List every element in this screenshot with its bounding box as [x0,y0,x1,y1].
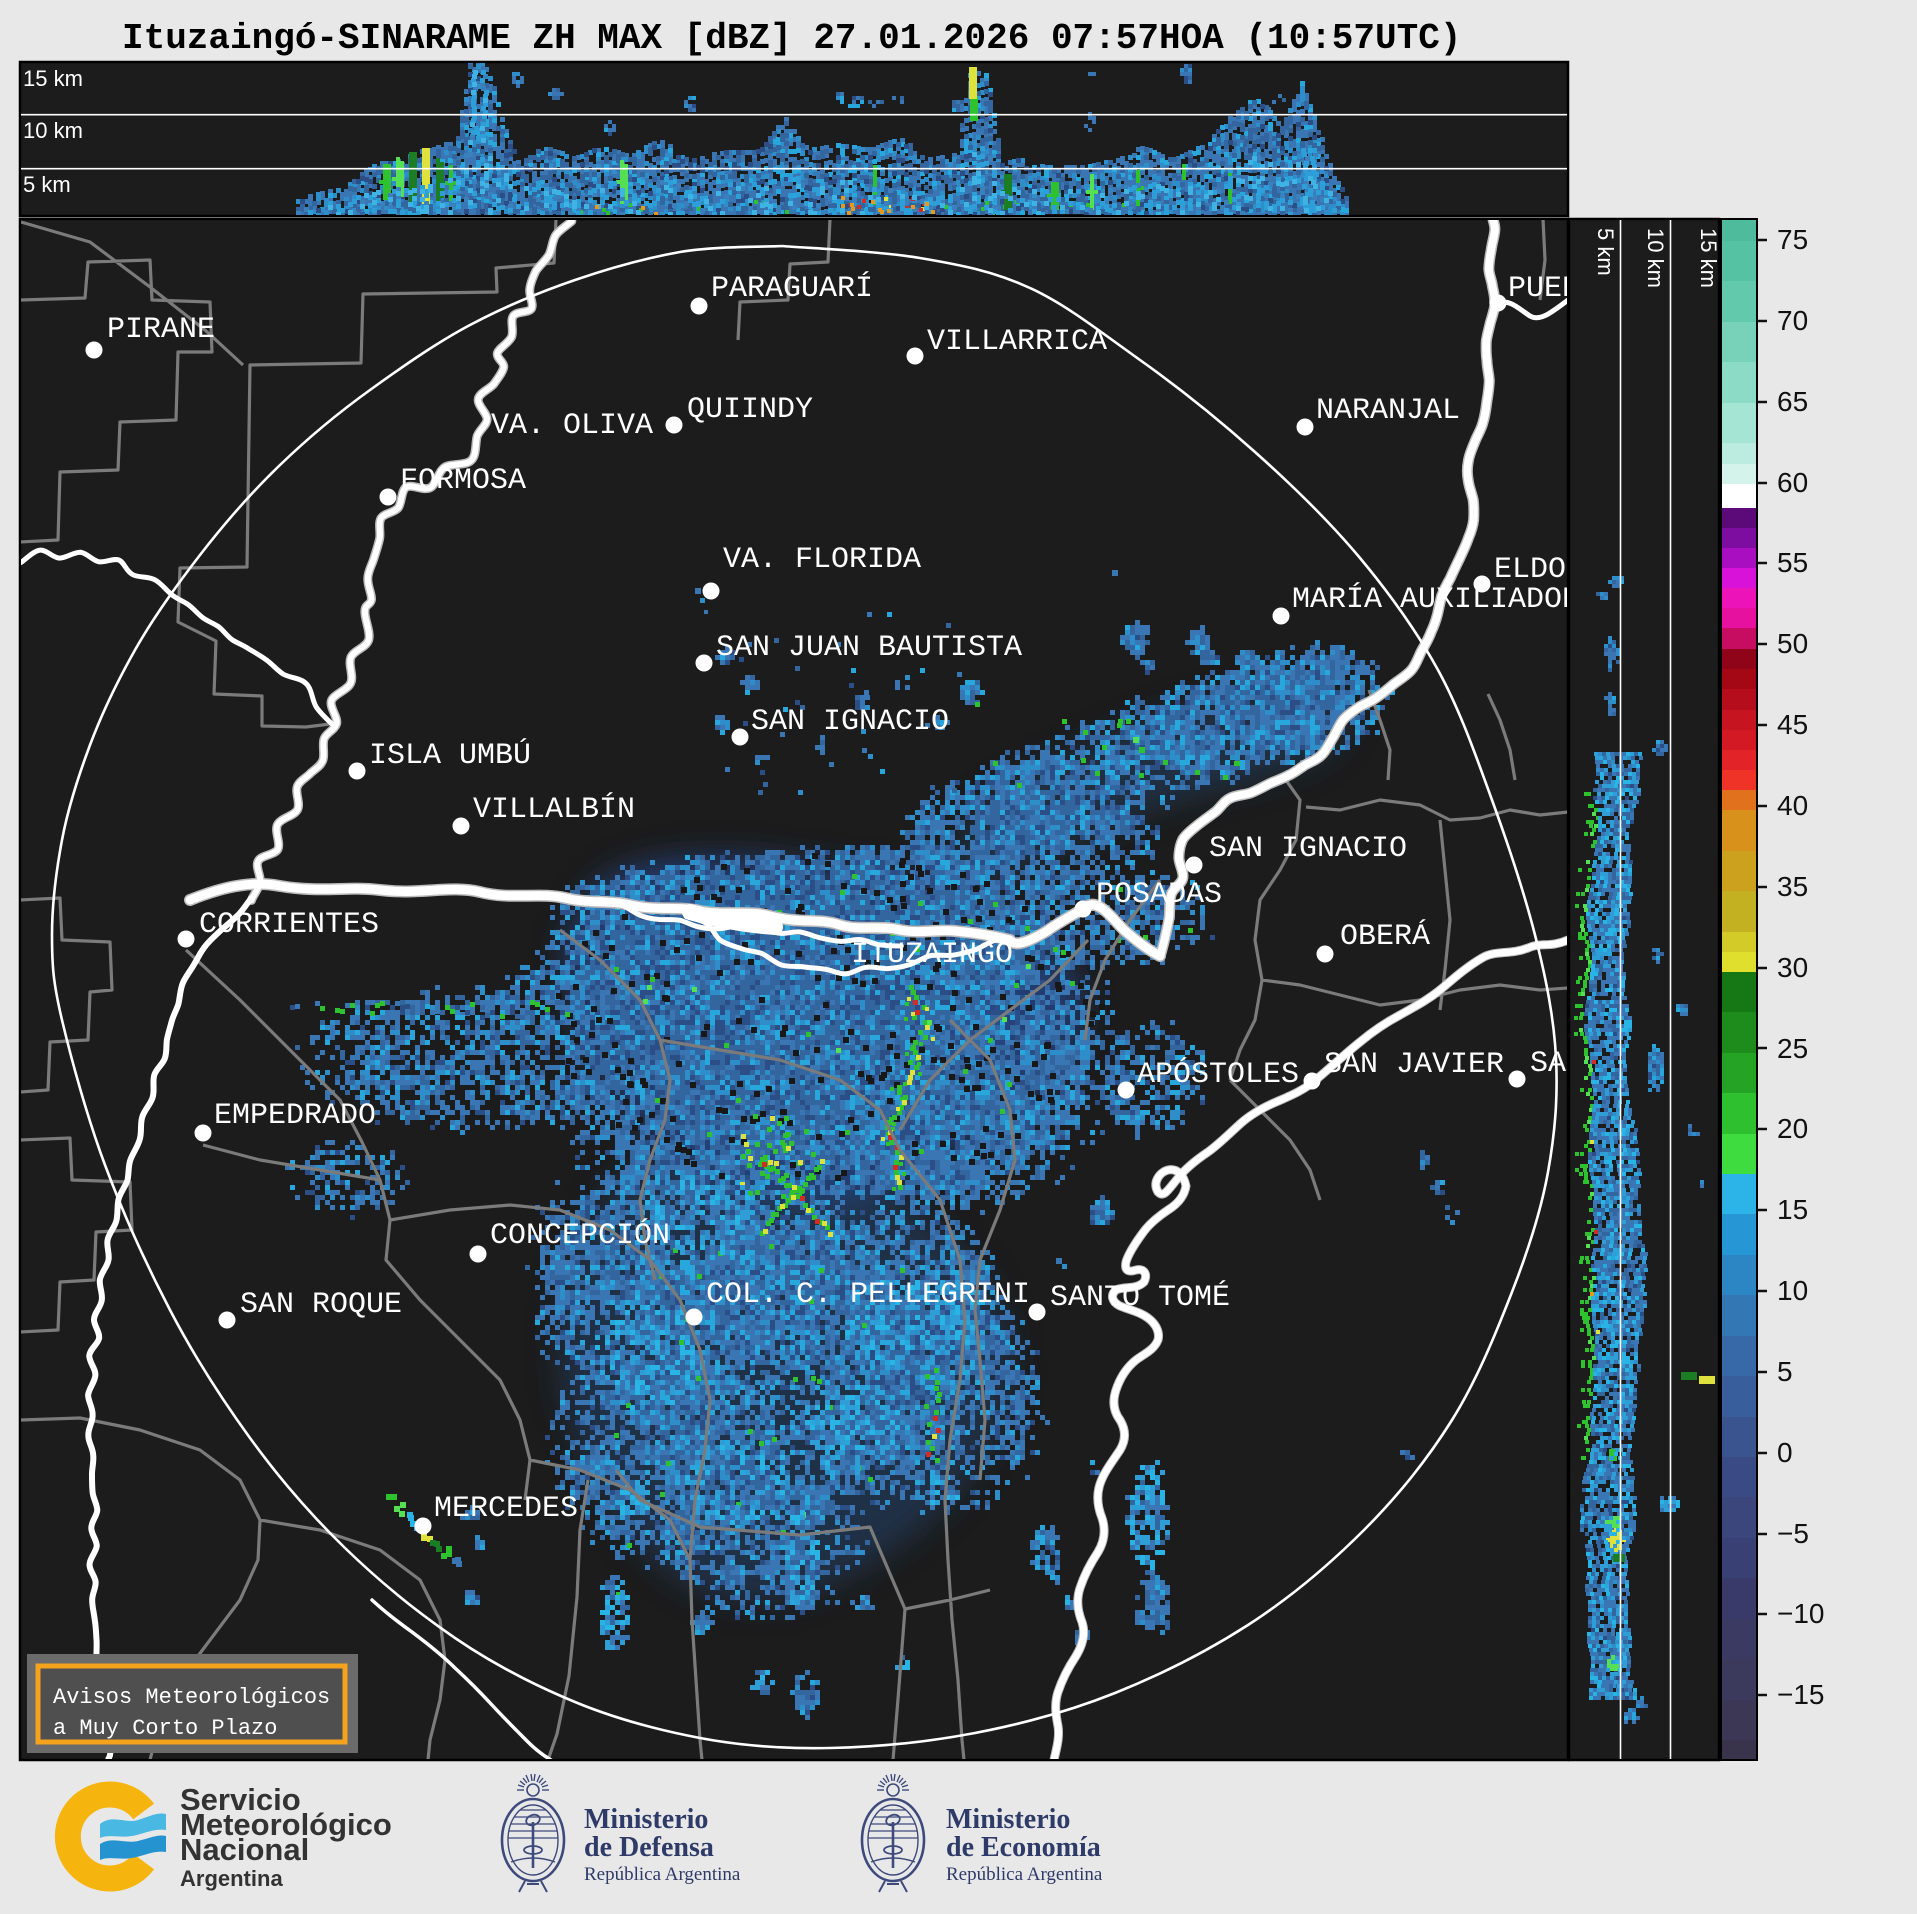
svg-text:VA. FLORIDA: VA. FLORIDA [723,543,921,577]
svg-text:NARANJAL: NARANJAL [1316,394,1460,428]
svg-text:75: 75 [1777,224,1808,255]
svg-text:15 km: 15 km [1696,228,1721,288]
svg-text:CORRIENTES: CORRIENTES [199,908,379,942]
svg-text:0: 0 [1777,1437,1793,1468]
svg-text:25: 25 [1777,1033,1808,1064]
svg-text:5 km: 5 km [23,172,71,197]
svg-text:SANTO TOMÉ: SANTO TOMÉ [1050,1280,1230,1315]
svg-text:10 km: 10 km [23,118,83,143]
svg-text:MARÍA AUXILIADORA: MARÍA AUXILIADORA [1292,582,1598,617]
svg-text:15 km: 15 km [23,66,83,91]
svg-text:30: 30 [1777,952,1808,983]
svg-text:Ituzaingó-SINARAME ZH MAX [dBZ: Ituzaingó-SINARAME ZH MAX [dBZ] 27.01.20… [122,18,1461,59]
svg-text:10: 10 [1777,1275,1808,1306]
svg-text:COL. C. PELLEGRINI: COL. C. PELLEGRINI [706,1278,1030,1312]
svg-text:−10: −10 [1777,1598,1825,1629]
svg-text:de Defensa: de Defensa [584,1832,714,1863]
svg-text:APÓSTOLES: APÓSTOLES [1137,1057,1299,1092]
svg-text:Nacional: Nacional [180,1832,309,1867]
svg-text:−5: −5 [1777,1518,1809,1549]
svg-text:EMPEDRADO: EMPEDRADO [214,1099,376,1133]
svg-text:VILLARRICA: VILLARRICA [927,325,1107,359]
svg-text:SAN JUAN BAUTISTA: SAN JUAN BAUTISTA [716,631,1022,665]
svg-text:Ministerio: Ministerio [946,1804,1070,1835]
svg-text:República Argentina: República Argentina [584,1864,741,1885]
svg-text:Servicio: Servicio [180,1782,301,1817]
svg-text:de Economía: de Economía [946,1832,1101,1863]
svg-text:ITUZAINGÓ: ITUZAINGÓ [851,937,1013,972]
svg-text:50: 50 [1777,628,1808,659]
svg-text:Ministerio: Ministerio [584,1804,708,1835]
svg-text:−15: −15 [1777,1679,1825,1710]
svg-text:SAN IGNACIO: SAN IGNACIO [751,705,949,739]
svg-text:SAN JAVIER: SAN JAVIER [1324,1048,1504,1082]
svg-text:ISLA UMBÚ: ISLA UMBÚ [369,738,531,773]
svg-text:FORMOSA: FORMOSA [400,464,526,498]
svg-text:SAN PEDRO: SAN PEDRO [1530,1047,1692,1081]
svg-text:40: 40 [1777,790,1808,821]
svg-text:CONCEPCIÓN: CONCEPCIÓN [490,1218,670,1253]
svg-text:QUIINDY: QUIINDY [687,393,813,427]
svg-text:SAN ROQUE: SAN ROQUE [240,1288,402,1322]
svg-text:45: 45 [1777,709,1808,740]
svg-text:MERCEDES: MERCEDES [434,1492,578,1526]
svg-text:PIRANE: PIRANE [107,313,215,347]
svg-text:Meteorológico: Meteorológico [180,1807,392,1842]
svg-text:República Argentina: República Argentina [946,1864,1103,1885]
svg-text:20: 20 [1777,1113,1808,1144]
svg-text:55: 55 [1777,547,1808,578]
svg-text:5 km: 5 km [1593,228,1618,276]
svg-text:35: 35 [1777,871,1808,902]
svg-text:OBERÁ: OBERÁ [1340,919,1430,954]
svg-text:PARAGUARÍ: PARAGUARÍ [711,271,873,306]
svg-text:VILLALBÍN: VILLALBÍN [473,792,635,827]
svg-text:PUERTO: PUERTO [1508,272,1616,306]
svg-text:65: 65 [1777,386,1808,417]
svg-text:5: 5 [1777,1356,1793,1387]
svg-text:SAN IGNACIO: SAN IGNACIO [1209,832,1407,866]
svg-text:VA. OLIVA: VA. OLIVA [491,409,653,443]
svg-text:10 km: 10 km [1643,228,1668,288]
svg-text:15: 15 [1777,1194,1808,1225]
svg-text:Avisos Meteorológicos: Avisos Meteorológicos [53,1685,330,1710]
svg-text:a Muy Corto Plazo: a Muy Corto Plazo [53,1716,277,1741]
svg-text:POSADAS: POSADAS [1096,878,1222,912]
svg-text:70: 70 [1777,305,1808,336]
svg-text:60: 60 [1777,467,1808,498]
svg-text:Argentina: Argentina [180,1866,283,1891]
svg-text:ELDORADO: ELDORADO [1494,553,1638,587]
